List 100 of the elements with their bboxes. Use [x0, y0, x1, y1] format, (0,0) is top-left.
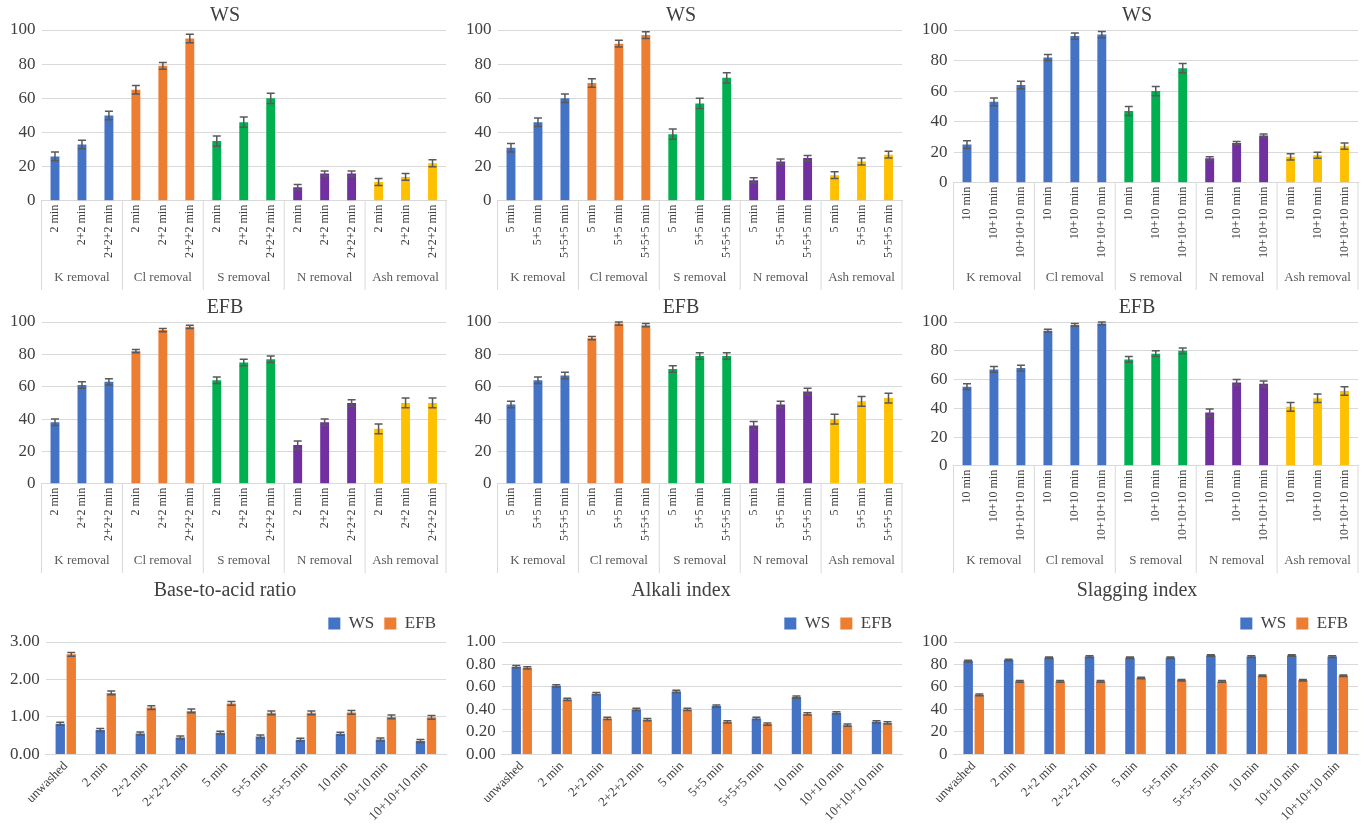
x-tick-label: 10+10 min [1067, 469, 1082, 523]
x-tick-label: 10 min [1282, 186, 1297, 221]
x-tick-label: 5+5 min [530, 204, 545, 246]
bar [802, 713, 813, 754]
bar [1043, 57, 1053, 183]
x-tick-label: 2+2+2 min [181, 204, 196, 258]
y-tick-label: 2.00 [10, 668, 40, 688]
x-tick-label: 5+5 min [853, 487, 868, 529]
x-tick-label: 5+5+5 min [718, 204, 733, 258]
legend-label: EFB [1316, 612, 1349, 632]
x-tick-label: 5+5+5 min [637, 487, 652, 541]
bar [803, 391, 813, 484]
x-tick-label: 10+10+10 min [1336, 186, 1351, 258]
x-tick-label: 5+5+5 min [718, 487, 733, 541]
bar [963, 661, 973, 754]
bar [266, 712, 277, 754]
y-tick-label: 0.00 [466, 743, 496, 763]
text: K removal [966, 269, 1022, 285]
x-tick-label: 2 min [208, 487, 223, 516]
y-tick-label: 40 [18, 121, 36, 141]
bar [212, 141, 222, 201]
y-tick-label: 0.80 [466, 653, 496, 673]
bar [306, 712, 317, 754]
x-tick-label: 2+2+2 min [343, 204, 358, 258]
bar [884, 398, 893, 484]
bar [104, 115, 114, 201]
x-tick-label: 10+10 min [1147, 469, 1162, 523]
text: S removal [217, 552, 271, 568]
x-tick-label: 10 min [1040, 469, 1055, 504]
y-tick-label: 20 [930, 141, 948, 161]
bar [106, 692, 116, 754]
x-tick-label: 5+5 min [772, 487, 787, 529]
bar [751, 718, 762, 754]
x-tick-label: 2 min [289, 487, 304, 516]
x-tick-label: 2+2 min [74, 204, 89, 246]
bar [239, 362, 249, 484]
x-tick-label: 2 min [208, 204, 223, 233]
x-tick-label: 5+5+5 min [557, 204, 572, 258]
x-tick-label: 10 min [1201, 186, 1216, 221]
x-tick-label: 10+10+10 min [1093, 469, 1108, 541]
x-tick-label: 5 min [1108, 757, 1141, 790]
x-tick-label: 10+10 min [1309, 469, 1324, 523]
x-tick-label: 2+2 min [155, 487, 170, 529]
bar [668, 134, 678, 201]
x-tick-label: 5+5+5 min [880, 487, 895, 541]
y-tick-label: 1.00 [10, 706, 40, 726]
x-tick-label: 2+2+2 min [101, 487, 116, 541]
y-tick-label: 20 [930, 721, 948, 741]
bar [135, 733, 145, 754]
x-tick-label: 5 min [198, 757, 231, 790]
bar [830, 419, 840, 484]
y-tick-label: 100 [922, 19, 948, 39]
text: Cl removal [1045, 552, 1105, 568]
text: Ash removal [828, 552, 896, 568]
x-tick-label: 2+2 min [397, 487, 412, 529]
x-tick-label: 10+10 min [986, 186, 1001, 240]
bar [842, 725, 853, 754]
legend-label: WS [1260, 612, 1287, 632]
y-tick-label: 60 [18, 87, 36, 107]
text: Ash removal [372, 552, 440, 568]
bar [1176, 680, 1187, 754]
bar [1136, 677, 1146, 754]
bar [1043, 330, 1053, 466]
bar [1178, 68, 1188, 183]
y-tick-label: 20 [930, 426, 948, 446]
bar [551, 685, 561, 754]
text: K removal [510, 269, 566, 285]
x-tick-label: 2 min [534, 757, 567, 790]
bar [1205, 412, 1215, 466]
text: Cl removal [1045, 269, 1105, 285]
y-tick-label: 40 [930, 111, 948, 131]
x-tick-label: 10+10 min [986, 469, 1001, 523]
bar [1246, 656, 1257, 754]
bar [401, 402, 410, 484]
bar [374, 428, 384, 484]
bar [1070, 324, 1080, 466]
x-tick-label: 2+2 min [397, 204, 412, 246]
bar [1125, 657, 1135, 754]
bar [522, 667, 532, 754]
text: K removal [966, 552, 1022, 568]
y-tick-label: 3.00 [10, 631, 40, 651]
bar [428, 163, 437, 201]
x-tick-label: 2 min [47, 487, 62, 516]
bar [1205, 158, 1215, 183]
x-tick-label: 2+2+2 min [101, 204, 116, 258]
bar [1206, 655, 1216, 754]
y-tick-label: 80 [474, 53, 492, 73]
y-tick-label: 1.00 [466, 631, 496, 651]
bar [1084, 656, 1095, 754]
bar [722, 721, 733, 754]
x-tick-label: 5 min [745, 487, 760, 516]
bar [131, 89, 141, 201]
bar [320, 422, 330, 484]
y-tick-label: 0 [939, 743, 948, 763]
bar [158, 65, 168, 201]
x-tick-label: 10 min [1120, 186, 1135, 221]
bar [1327, 656, 1337, 754]
bar [1286, 406, 1296, 466]
text: N removal [1209, 269, 1265, 285]
y-tick-label: 60 [18, 376, 36, 396]
